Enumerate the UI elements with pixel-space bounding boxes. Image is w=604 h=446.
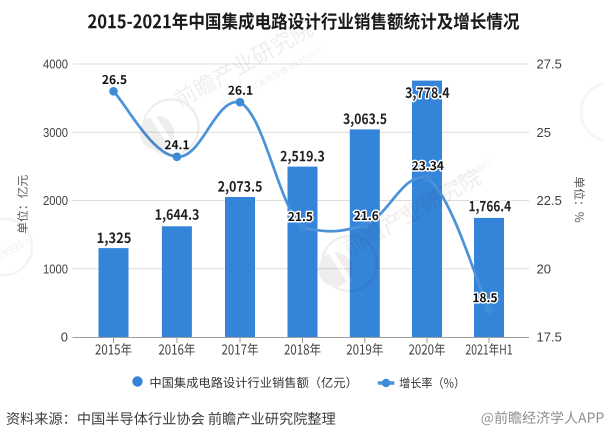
svg-text:4000: 4000 [43, 57, 68, 72]
svg-text:2000: 2000 [43, 193, 68, 208]
svg-text:1000: 1000 [43, 261, 68, 276]
svg-text:3000: 3000 [43, 125, 68, 140]
svg-text:27.5: 27.5 [537, 57, 562, 72]
svg-text:25: 25 [537, 125, 551, 140]
svg-text:20: 20 [537, 261, 551, 276]
svg-text:22.5: 22.5 [537, 193, 562, 208]
svg-text:17.5: 17.5 [537, 330, 562, 345]
svg-text:0: 0 [61, 330, 68, 345]
